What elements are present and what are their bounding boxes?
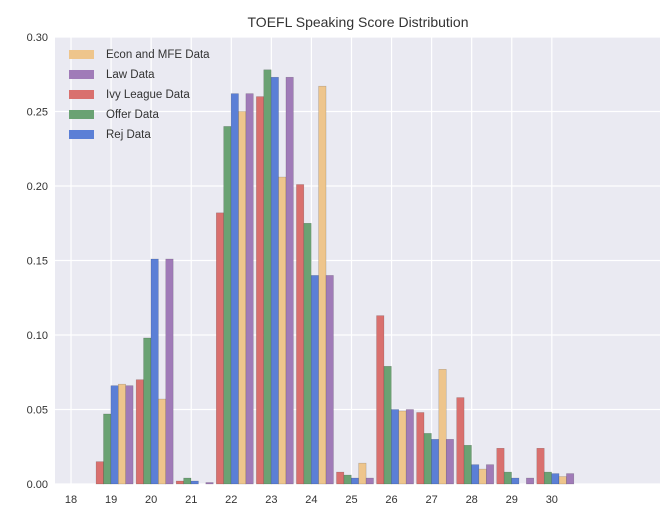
bar-rej-data-22: [230, 93, 239, 485]
x-tick-label: 19: [105, 494, 117, 506]
bar-econ-and-mfe-data-28: [478, 468, 487, 485]
x-tick-label: 18: [65, 494, 77, 506]
legend-swatch: [69, 50, 94, 59]
bar-offer-data-28: [463, 445, 472, 485]
bar-offer-data-29: [503, 471, 512, 485]
bar-ivy-league-data-19: [95, 461, 104, 485]
bar-ivy-league-data-26: [376, 315, 385, 485]
legend-swatch: [69, 90, 94, 99]
y-axis-ticks: 0.00 0.05 0.10 0.15 0.20 0.25 0.30: [27, 32, 48, 491]
bar-rej-data-28: [471, 464, 480, 485]
bar-ivy-league-data-20: [135, 379, 144, 485]
legend-label: Rej Data: [106, 129, 151, 141]
bar-ivy-league-data-27: [416, 412, 425, 485]
bar-law-data-25: [365, 477, 374, 485]
x-tick-label: 30: [546, 494, 558, 506]
bar-law-data-20: [165, 258, 174, 485]
legend-label: Econ and MFE Data: [106, 49, 210, 61]
bar-ivy-league-data-21: [175, 480, 184, 485]
bar-offer-data-26: [383, 366, 392, 485]
x-axis-ticks: 18 19 20 21 22 23 24 25 26 27 28 29 30: [65, 494, 558, 506]
legend-label: Ivy League Data: [106, 89, 190, 101]
bar-ivy-league-data-23: [256, 96, 265, 485]
bar-law-data-28: [486, 464, 494, 485]
y-tick-label: 0.05: [27, 405, 48, 417]
bar-econ-and-mfe-data-19: [118, 383, 126, 485]
bar-rej-data-23: [270, 76, 279, 485]
x-tick-label: 25: [345, 494, 357, 506]
bar-ivy-league-data-29: [496, 447, 505, 485]
legend-swatch: [69, 110, 94, 119]
bar-ivy-league-data-28: [456, 397, 465, 485]
bar-offer-data-24: [303, 223, 312, 485]
bar-law-data-19: [125, 385, 134, 485]
x-tick-label: 20: [145, 494, 157, 506]
bar-econ-and-mfe-data-20: [158, 398, 167, 485]
bar-rej-data-20: [150, 258, 159, 485]
bar-offer-data-23: [263, 69, 272, 485]
bar-econ-and-mfe-data-24: [318, 85, 327, 485]
bar-rej-data-27: [431, 439, 440, 485]
x-tick-label: 28: [466, 494, 478, 506]
x-tick-label: 26: [385, 494, 397, 506]
bar-law-data-27: [445, 439, 454, 485]
bar-offer-data-20: [143, 337, 152, 485]
y-tick-label: 0.15: [27, 256, 48, 268]
y-tick-label: 0.20: [27, 181, 48, 193]
bar-law-data-23: [285, 76, 294, 485]
x-tick-label: 24: [305, 494, 317, 506]
bar-ivy-league-data-22: [216, 212, 224, 485]
bar-econ-and-mfe-data-25: [358, 462, 367, 485]
y-tick-label: 0.25: [27, 107, 48, 119]
bar-rej-data-29: [511, 477, 520, 485]
y-tick-label: 0.00: [27, 479, 48, 491]
bar-offer-data-22: [223, 126, 232, 485]
bar-rej-data-25: [351, 477, 359, 485]
bar-ivy-league-data-25: [336, 471, 345, 485]
x-tick-label: 29: [506, 494, 518, 506]
bar-econ-and-mfe-data-22: [238, 111, 247, 485]
x-tick-label: 23: [265, 494, 277, 506]
bar-econ-and-mfe-data-23: [278, 176, 287, 485]
bars: [95, 69, 575, 485]
bar-rej-data-24: [310, 275, 319, 485]
bar-law-data-22: [245, 93, 254, 485]
bar-law-data-30: [566, 473, 575, 485]
x-tick-label: 22: [225, 494, 237, 506]
bar-law-data-24: [325, 275, 334, 485]
bar-ivy-league-data-24: [296, 184, 305, 485]
bar-econ-and-mfe-data-26: [398, 410, 407, 485]
x-tick-label: 21: [185, 494, 197, 506]
x-tick-label: 27: [425, 494, 437, 506]
bar-offer-data-27: [423, 433, 432, 485]
bar-rej-data-19: [110, 385, 119, 485]
bar-law-data-26: [405, 409, 414, 485]
y-tick-label: 0.10: [27, 330, 48, 342]
bar-econ-and-mfe-data-30: [558, 476, 567, 485]
bar-offer-data-19: [103, 413, 112, 485]
legend: Econ and MFE Data Law Data Ivy League Data…: [69, 49, 210, 141]
bar-law-data-21: [205, 482, 214, 485]
legend-swatch: [69, 70, 94, 79]
legend-swatch: [69, 130, 94, 139]
bar-offer-data-30: [543, 471, 552, 485]
bar-rej-data-26: [391, 409, 400, 485]
legend-label: Offer Data: [106, 109, 159, 121]
bar-offer-data-21: [183, 477, 192, 485]
bar-offer-data-25: [343, 474, 352, 485]
y-tick-label: 0.30: [27, 32, 48, 44]
legend-label: Law Data: [106, 69, 155, 81]
chart-title: TOEFL Speaking Score Distribution: [248, 14, 469, 30]
bar-rej-data-30: [551, 473, 560, 485]
bar-ivy-league-data-30: [536, 447, 545, 485]
bar-rej-data-21: [190, 480, 199, 485]
bar-econ-and-mfe-data-27: [438, 369, 447, 485]
bar-law-data-29: [526, 477, 535, 485]
